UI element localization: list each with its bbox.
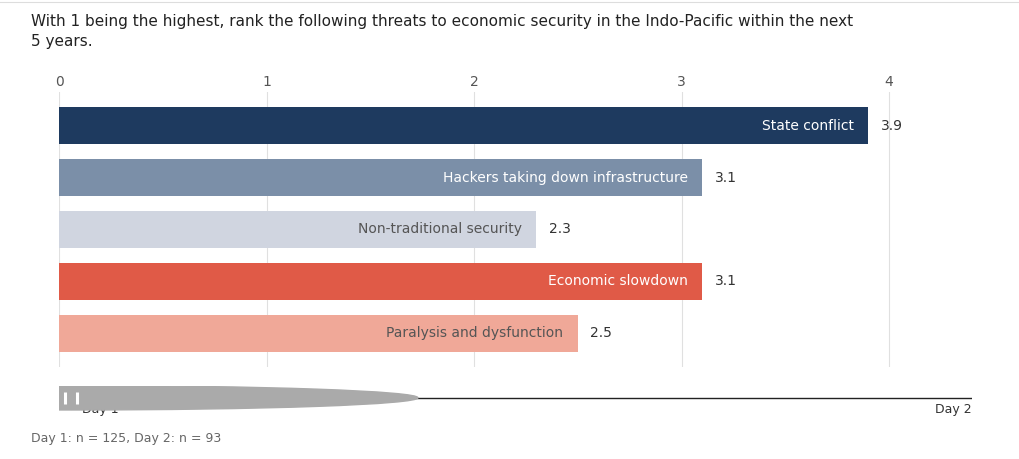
Bar — [59, 159, 702, 196]
Bar — [59, 107, 867, 144]
Text: Day 1: n = 125, Day 2: n = 93: Day 1: n = 125, Day 2: n = 93 — [31, 432, 221, 445]
Bar — [59, 263, 702, 300]
Text: With 1 being the highest, rank the following threats to economic security in the: With 1 being the highest, rank the follo… — [31, 14, 852, 49]
Text: 2.5: 2.5 — [590, 326, 611, 341]
Text: Non-traditional security: Non-traditional security — [358, 223, 522, 236]
Text: Day 2: Day 2 — [933, 403, 970, 416]
Text: Economic slowdown: Economic slowdown — [547, 274, 687, 288]
Text: Hackers taking down infrastructure: Hackers taking down infrastructure — [442, 171, 687, 185]
Text: Day 1: Day 1 — [82, 403, 118, 416]
Text: 3.1: 3.1 — [714, 274, 736, 288]
Text: 2.3: 2.3 — [548, 223, 570, 236]
Text: 3.1: 3.1 — [714, 171, 736, 185]
Bar — [59, 315, 578, 352]
Text: Paralysis and dysfunction: Paralysis and dysfunction — [386, 326, 562, 341]
Text: 3.9: 3.9 — [880, 118, 902, 133]
Bar — [59, 211, 536, 248]
Circle shape — [0, 386, 418, 410]
Text: State conflict: State conflict — [761, 118, 853, 133]
